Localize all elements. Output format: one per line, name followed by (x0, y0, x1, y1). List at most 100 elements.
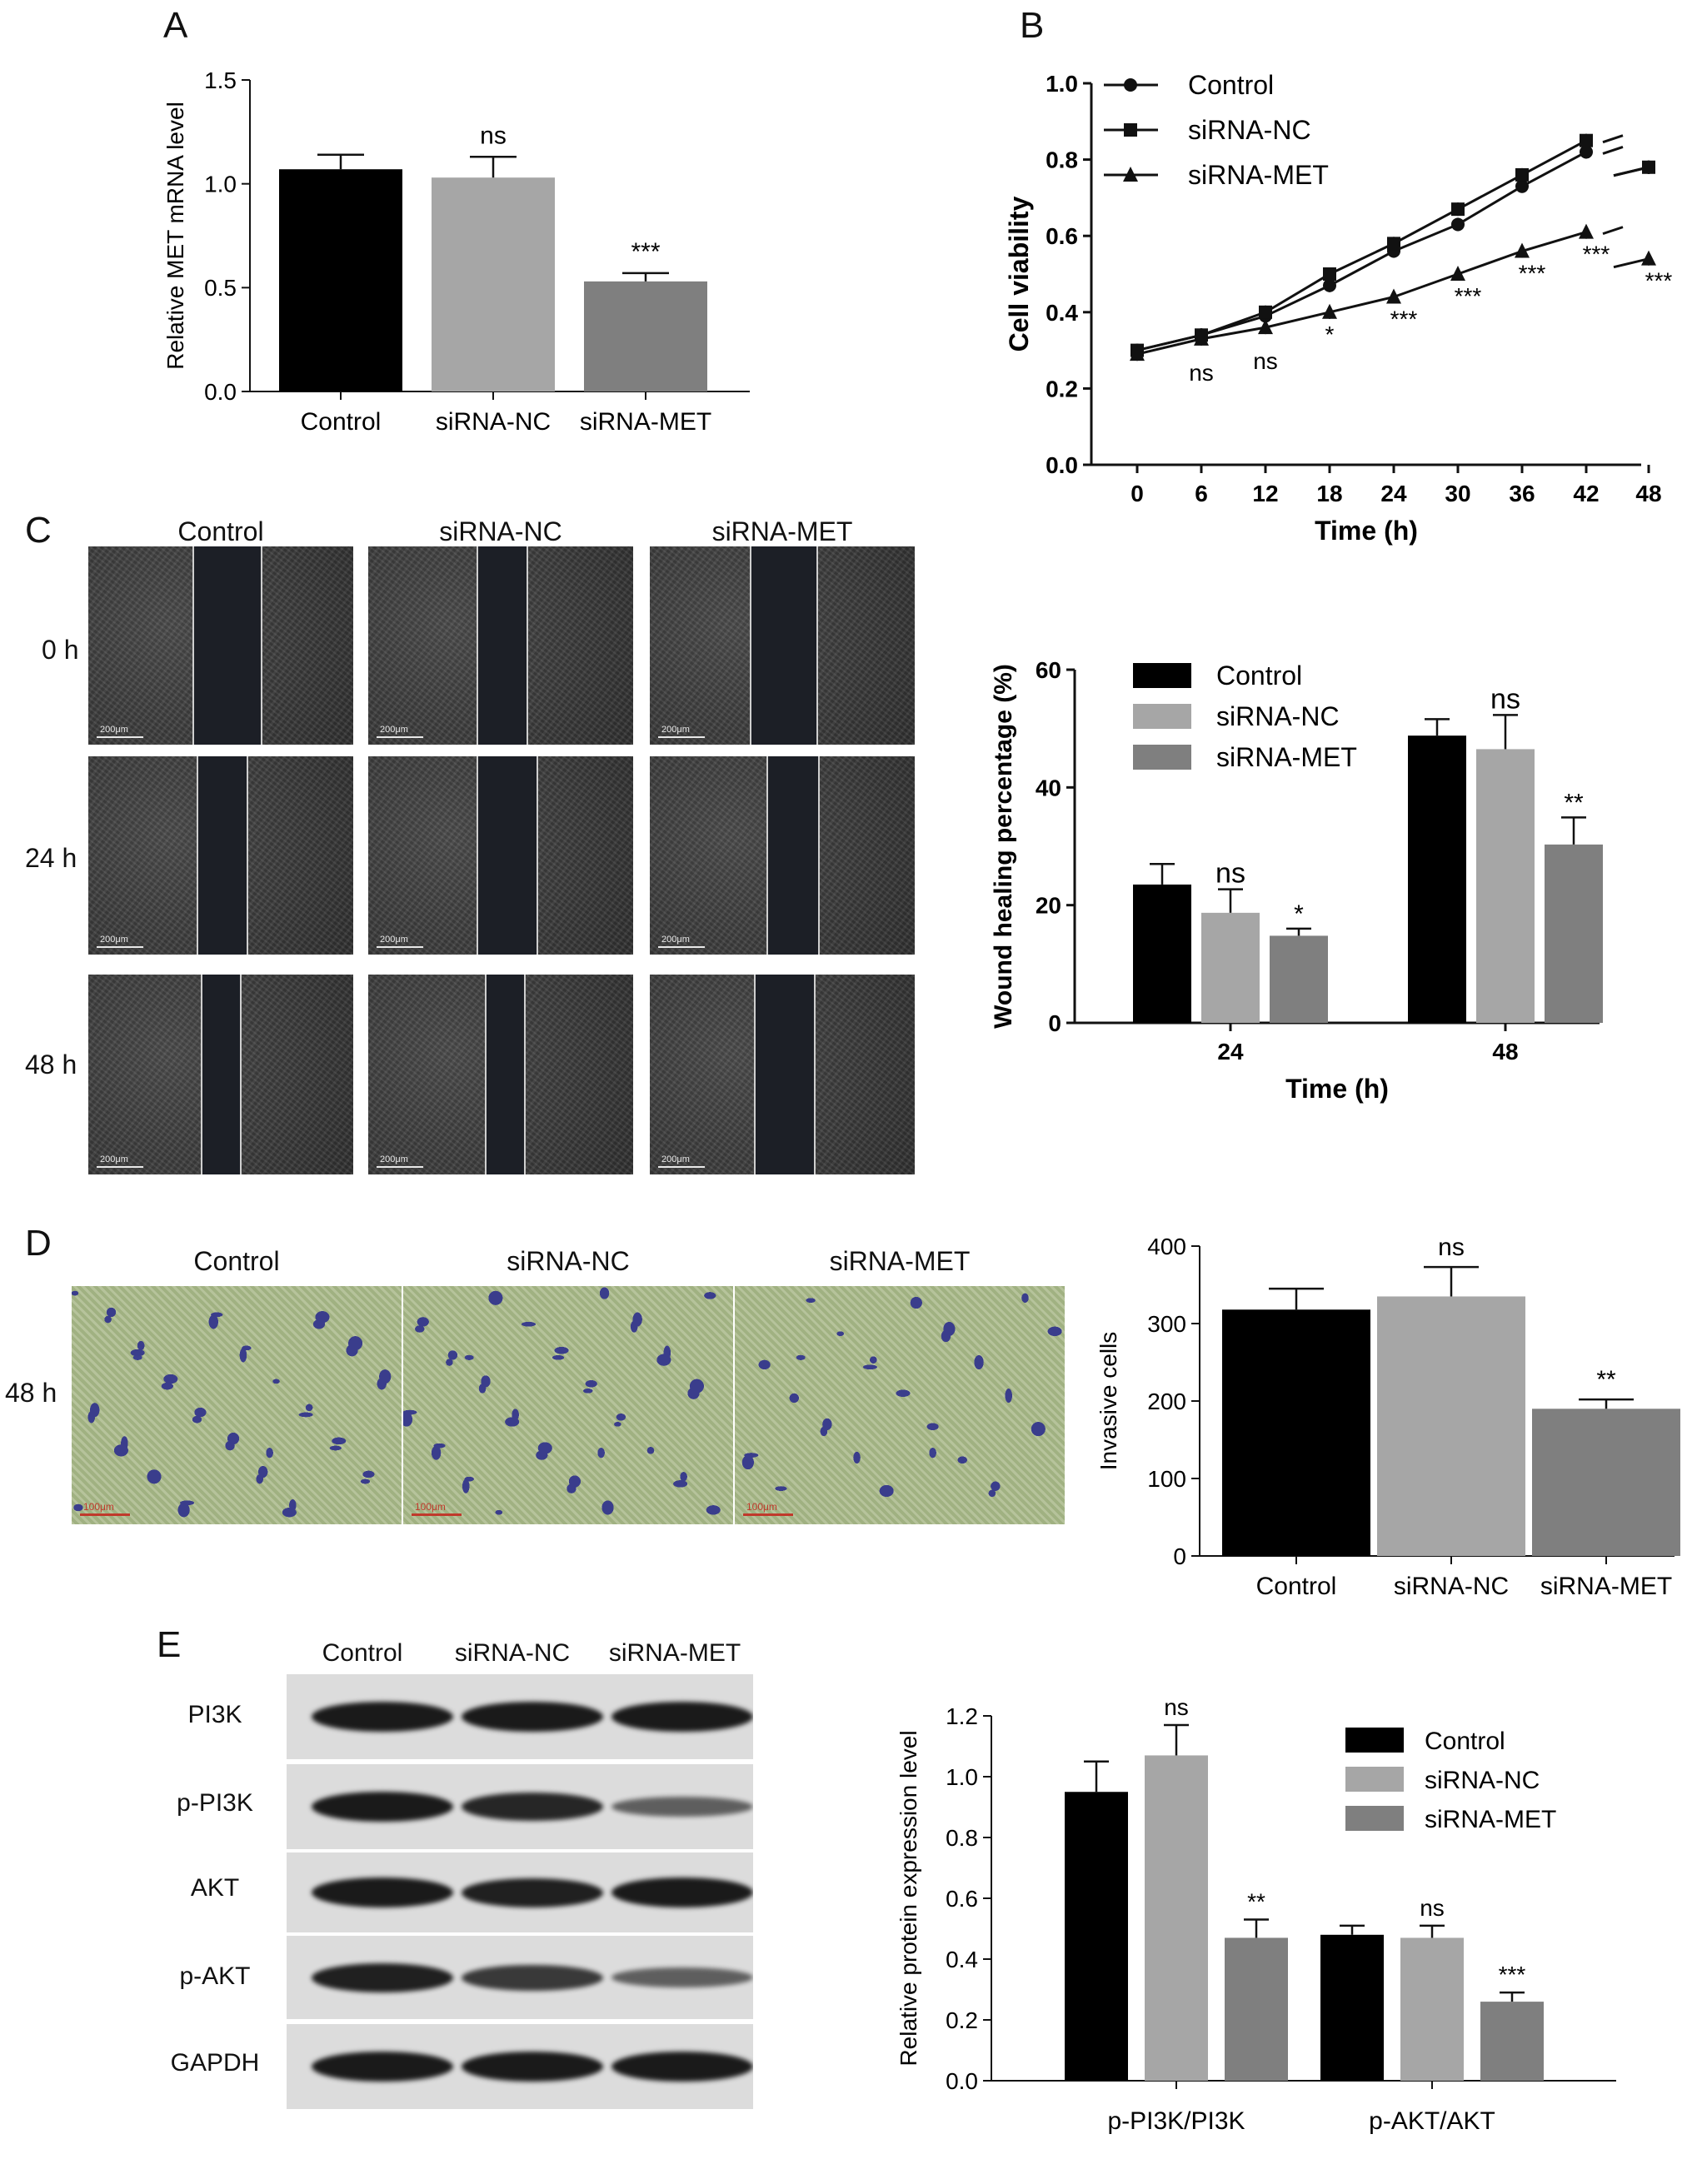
scratch-gap (192, 546, 262, 745)
a-significance-label: *** (631, 238, 660, 266)
a-y-axis-label: Relative MET mRNA level (162, 102, 188, 370)
a-y-tick-label: 1.5 (204, 67, 237, 93)
blot-band (462, 1702, 603, 1732)
a-y-tick-label: 1.0 (204, 171, 237, 197)
b-x-tick-label: 24 (1380, 481, 1407, 506)
c-y-tick-label: 0 (1048, 1010, 1061, 1036)
a-bar-sirna-met (584, 281, 707, 391)
c-bar (1270, 935, 1328, 1023)
c-bar (1545, 844, 1603, 1023)
b-significance-label: ns (1253, 348, 1278, 374)
a-x-tick-label: Control (301, 408, 382, 436)
scale-bar (97, 946, 143, 948)
c-y-axis-label: Wound healing percentage (%) (990, 664, 1017, 1029)
d-y-tick-label: 300 (1147, 1311, 1186, 1337)
e-x-tick-label: p-AKT/AKT (1369, 2107, 1495, 2135)
b-x-tick-label: 30 (1445, 481, 1470, 506)
c-legend-swatch (1133, 745, 1191, 770)
panel-letter-c: C (25, 510, 52, 551)
blot-band (312, 1877, 453, 1907)
blot-band (611, 2052, 753, 2082)
scale-bar-label: 100μm (415, 1501, 446, 1513)
scratch-gap (477, 756, 538, 955)
b-x-tick-label: 18 (1316, 481, 1342, 506)
a-x-tick-label: siRNA-NC (436, 408, 551, 436)
b-y-tick-label: 0.0 (1046, 452, 1078, 478)
b-y-tick-label: 0.6 (1046, 223, 1078, 249)
e-y-tick-label: 0.8 (946, 1825, 978, 1851)
scale-bar (377, 946, 423, 948)
e-y-tick-label: 0.2 (946, 2007, 978, 2033)
c-row-24h: 24 h (25, 843, 77, 873)
blot-strip-akt (287, 1852, 753, 1932)
c-bar (1201, 912, 1260, 1023)
b-break-segment (1602, 226, 1624, 236)
scratch-image: 200μm (88, 756, 353, 955)
d-y-tick-label: 200 (1147, 1389, 1186, 1414)
c-legend-swatch (1133, 704, 1191, 729)
chart-c: 0 20 40 60 Wound healing percentage (%) Time … (990, 657, 1603, 1104)
e-col-control: Control (322, 1639, 403, 1667)
blot-band (462, 1793, 603, 1821)
c-col-sirna-met: siRNA-MET (711, 516, 853, 546)
e-bar (1145, 1755, 1208, 2081)
scale-bar-label: 200μm (661, 725, 690, 735)
d-col-sirna-met: siRNA-MET (829, 1246, 971, 1276)
c-row-0h: 0 h (42, 635, 79, 665)
scratch-image: 200μm (368, 756, 633, 955)
b-significance-label: ns (1189, 360, 1214, 386)
blot-band (462, 1877, 603, 1907)
blot-strip-pi3k (287, 1674, 753, 1759)
d-x-tick-label: Control (1256, 1573, 1337, 1600)
scale-bar (658, 736, 705, 738)
scale-bar-label: 200μm (661, 935, 690, 945)
c-col-sirna-nc: siRNA-NC (439, 516, 562, 546)
blot-band (462, 2052, 603, 2082)
b-legend-label: siRNA-MET (1188, 160, 1329, 190)
d-bar-control (1222, 1309, 1370, 1556)
e-bar (1480, 2002, 1544, 2081)
c-y-tick-label: 60 (1036, 657, 1061, 683)
c-legend-label: siRNA-MET (1216, 742, 1357, 772)
c-y-tick-label: 20 (1036, 893, 1061, 919)
b-significance-label: *** (1390, 306, 1418, 332)
blot-band (611, 1702, 753, 1732)
blot-band (611, 1967, 753, 1987)
scale-bar-label: 200μm (100, 725, 128, 735)
b-legend-label: siRNA-NC (1188, 115, 1311, 145)
scale-bar-label: 200μm (380, 935, 408, 945)
blot-label-akt: AKT (190, 1874, 240, 1902)
c-y-tick-label: 40 (1036, 775, 1061, 800)
scratch-gap (750, 546, 818, 745)
chart-e: 0.0 0.2 0.4 0.6 0.8 1.0 1.2 Relative protein ex… (896, 1694, 1616, 2135)
e-significance-label: ns (1164, 1694, 1189, 1720)
scale-bar (658, 1166, 705, 1168)
scratch-image: 200μm (650, 546, 915, 745)
b-x-tick-label: 6 (1195, 481, 1208, 506)
b-y-tick-label: 1.0 (1046, 71, 1078, 97)
scratch-image: 200μm (88, 546, 353, 745)
e-significance-label: ns (1420, 1895, 1445, 1921)
e-legend-label: siRNA-MET (1425, 1806, 1556, 1833)
b-legend-label: Control (1188, 70, 1274, 100)
a-bar-sirna-nc (432, 177, 555, 392)
scratch-gap (485, 975, 526, 1174)
e-col-sirna-nc: siRNA-NC (454, 1639, 571, 1667)
e-y-tick-label: 0.4 (946, 1947, 978, 1972)
blot-band (611, 1877, 753, 1907)
a-significance-label: ns (480, 122, 507, 149)
d-significance-label: ns (1438, 1234, 1465, 1261)
b-x-tick-label: 12 (1252, 481, 1278, 506)
c-col-control: Control (177, 516, 264, 546)
chart-d: 0 100 200 300 400 Invasive cells Control siRNA-… (1096, 1234, 1680, 1600)
a-y-tick-label: 0.0 (204, 379, 237, 405)
b-series-line-square (1136, 139, 1587, 352)
b-x-axis-label: Time (h) (1315, 516, 1418, 546)
b-x-tick-label: 36 (1509, 481, 1535, 506)
stained-cells (403, 1286, 733, 1524)
e-bar (1400, 1937, 1464, 2081)
scale-bar (743, 1513, 793, 1516)
scale-bar-label: 200μm (661, 1154, 690, 1164)
blot-strip-gapdh (287, 2024, 753, 2109)
scale-bar (97, 1166, 143, 1168)
